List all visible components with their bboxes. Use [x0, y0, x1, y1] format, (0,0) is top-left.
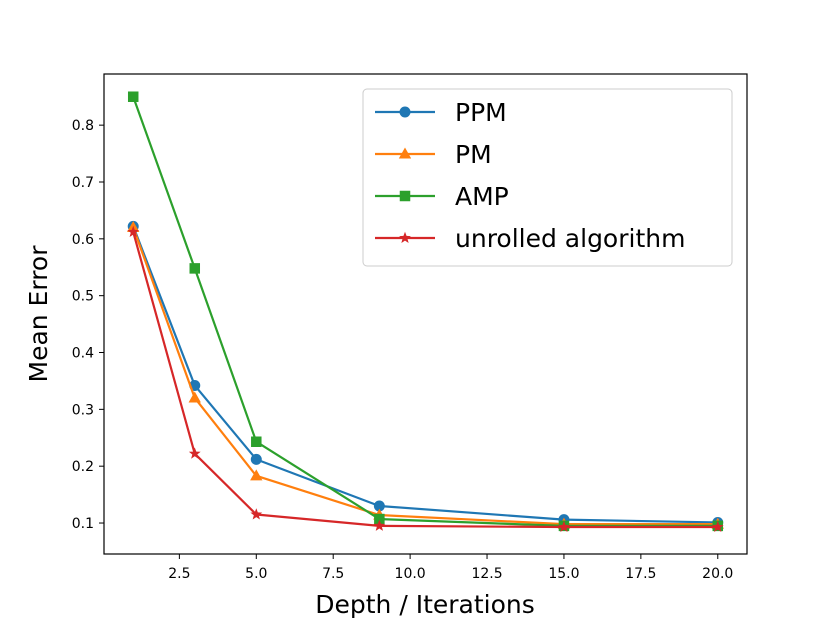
data-point-unrolled-algorithm	[250, 508, 263, 520]
y-tick-label: 0.3	[72, 402, 94, 418]
legend-marker-ppm	[399, 106, 411, 118]
data-point-amp	[189, 263, 201, 274]
data-point-pm	[250, 469, 263, 481]
y-tick-label: 0.1	[72, 516, 94, 532]
series-layer	[127, 91, 724, 533]
y-tick-label: 0.4	[72, 346, 94, 362]
data-point-amp	[127, 91, 139, 102]
data-point-amp	[251, 436, 262, 447]
data-point-unrolled-algorithm	[711, 520, 724, 533]
data-point-unrolled-algorithm	[188, 447, 201, 459]
legend-marker-unrolled-algorithm	[399, 231, 411, 244]
x-tick-label: 10.0	[395, 566, 426, 582]
legend: PPM PM AMP unrolled algorithm	[362, 88, 733, 267]
legend-marker-pm	[398, 147, 412, 159]
data-point-ppm	[373, 500, 385, 512]
x-tick-label: 20.0	[702, 566, 733, 582]
series-line-pm	[132, 227, 718, 526]
data-point-unrolled-algorithm	[558, 520, 570, 533]
y-tick-label: 0.6	[72, 232, 94, 248]
data-point-amp	[374, 513, 385, 525]
series-line-unrolled-algorithm	[132, 231, 718, 529]
legend-label-amp: AMP	[455, 182, 509, 211]
x-tick-label: 12.5	[471, 566, 502, 582]
y-tick-label: 0.5	[72, 289, 94, 305]
legend-label-pm: PM	[455, 140, 492, 169]
x-axis-ticks: 2.5 5.0 7.5 10.0 12.5 15.0 17.5 20.0	[168, 554, 733, 582]
series-line-amp	[132, 96, 718, 527]
y-axis-label: Mean Error	[24, 245, 53, 383]
legend-label-ppm: PPM	[455, 98, 507, 127]
x-tick-label: 2.5	[168, 566, 190, 582]
data-point-unrolled-algorithm	[127, 225, 140, 238]
x-tick-label: 5.0	[245, 566, 267, 582]
y-tick-label: 0.7	[72, 175, 94, 191]
legend-marker-amp	[399, 190, 411, 202]
x-tick-label: 7.5	[322, 566, 344, 582]
legend-label-unrolled-algorithm: unrolled algorithm	[455, 224, 685, 253]
x-axis-label: Depth / Iterations	[315, 590, 535, 619]
y-tick-label: 0.2	[72, 459, 94, 475]
data-point-unrolled-algorithm	[373, 519, 386, 531]
y-axis-ticks: 0.1 0.2 0.3 0.4 0.5 0.6 0.7 0.8	[72, 118, 104, 532]
legend-box	[362, 88, 733, 267]
x-tick-label: 15.0	[548, 566, 579, 582]
data-point-pm	[188, 391, 201, 403]
plot-area-frame	[103, 73, 748, 555]
data-point-ppm	[250, 453, 262, 465]
x-tick-label: 17.5	[625, 566, 656, 582]
y-tick-label: 0.8	[72, 118, 94, 134]
series-line-ppm	[132, 225, 718, 524]
